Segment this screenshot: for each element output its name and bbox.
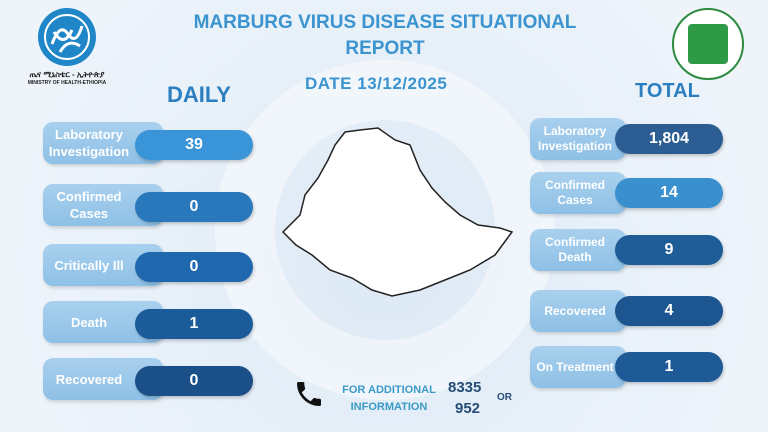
total-stat-value: 4 [615, 296, 723, 326]
contact-text: FOR ADDITIONAL INFORMATION [342, 384, 436, 413]
ministry-of-health-logo [38, 8, 96, 66]
total-stat-value: 14 [615, 178, 723, 208]
total-stat-label: Laboratory Investigation [530, 118, 626, 160]
total-stat-label: Confirmed Cases [530, 172, 626, 214]
total-stat-value: 1 [615, 352, 723, 382]
total-stat-label: Recovered [530, 290, 626, 332]
contact-number-1: 8335 [448, 379, 482, 396]
phone-icon [297, 382, 321, 406]
total-stat-value: 1,804 [615, 124, 723, 154]
ministry-name-amharic: ጤና ሚኒስቴር - ኢትዮጵያ [29, 70, 105, 79]
report-date: DATE 13/12/2025 [305, 74, 448, 93]
ephi-logo [672, 8, 744, 80]
ministry-name-english: MINISTRY OF HEALTH-ETHIOPIA [27, 80, 107, 86]
report-title: MARBURG VIRUS DISEASE SITUATIONAL REPORT [193, 12, 577, 59]
daily-stat-value: 0 [135, 192, 253, 222]
total-stat-value: 9 [615, 235, 723, 265]
total-heading: TOTAL [635, 80, 700, 102]
daily-stat-value: 1 [135, 309, 253, 339]
total-stat-label: On Treatment [530, 346, 626, 388]
contact-number-2: 952 [455, 400, 481, 417]
total-stat-label: Confirmed Death [530, 229, 626, 271]
daily-stat-value: 0 [135, 366, 253, 396]
contact-or: OR [497, 392, 512, 403]
daily-stat-value: 39 [135, 130, 253, 160]
daily-heading: DAILY [167, 82, 231, 107]
daily-stat-value: 0 [135, 252, 253, 282]
